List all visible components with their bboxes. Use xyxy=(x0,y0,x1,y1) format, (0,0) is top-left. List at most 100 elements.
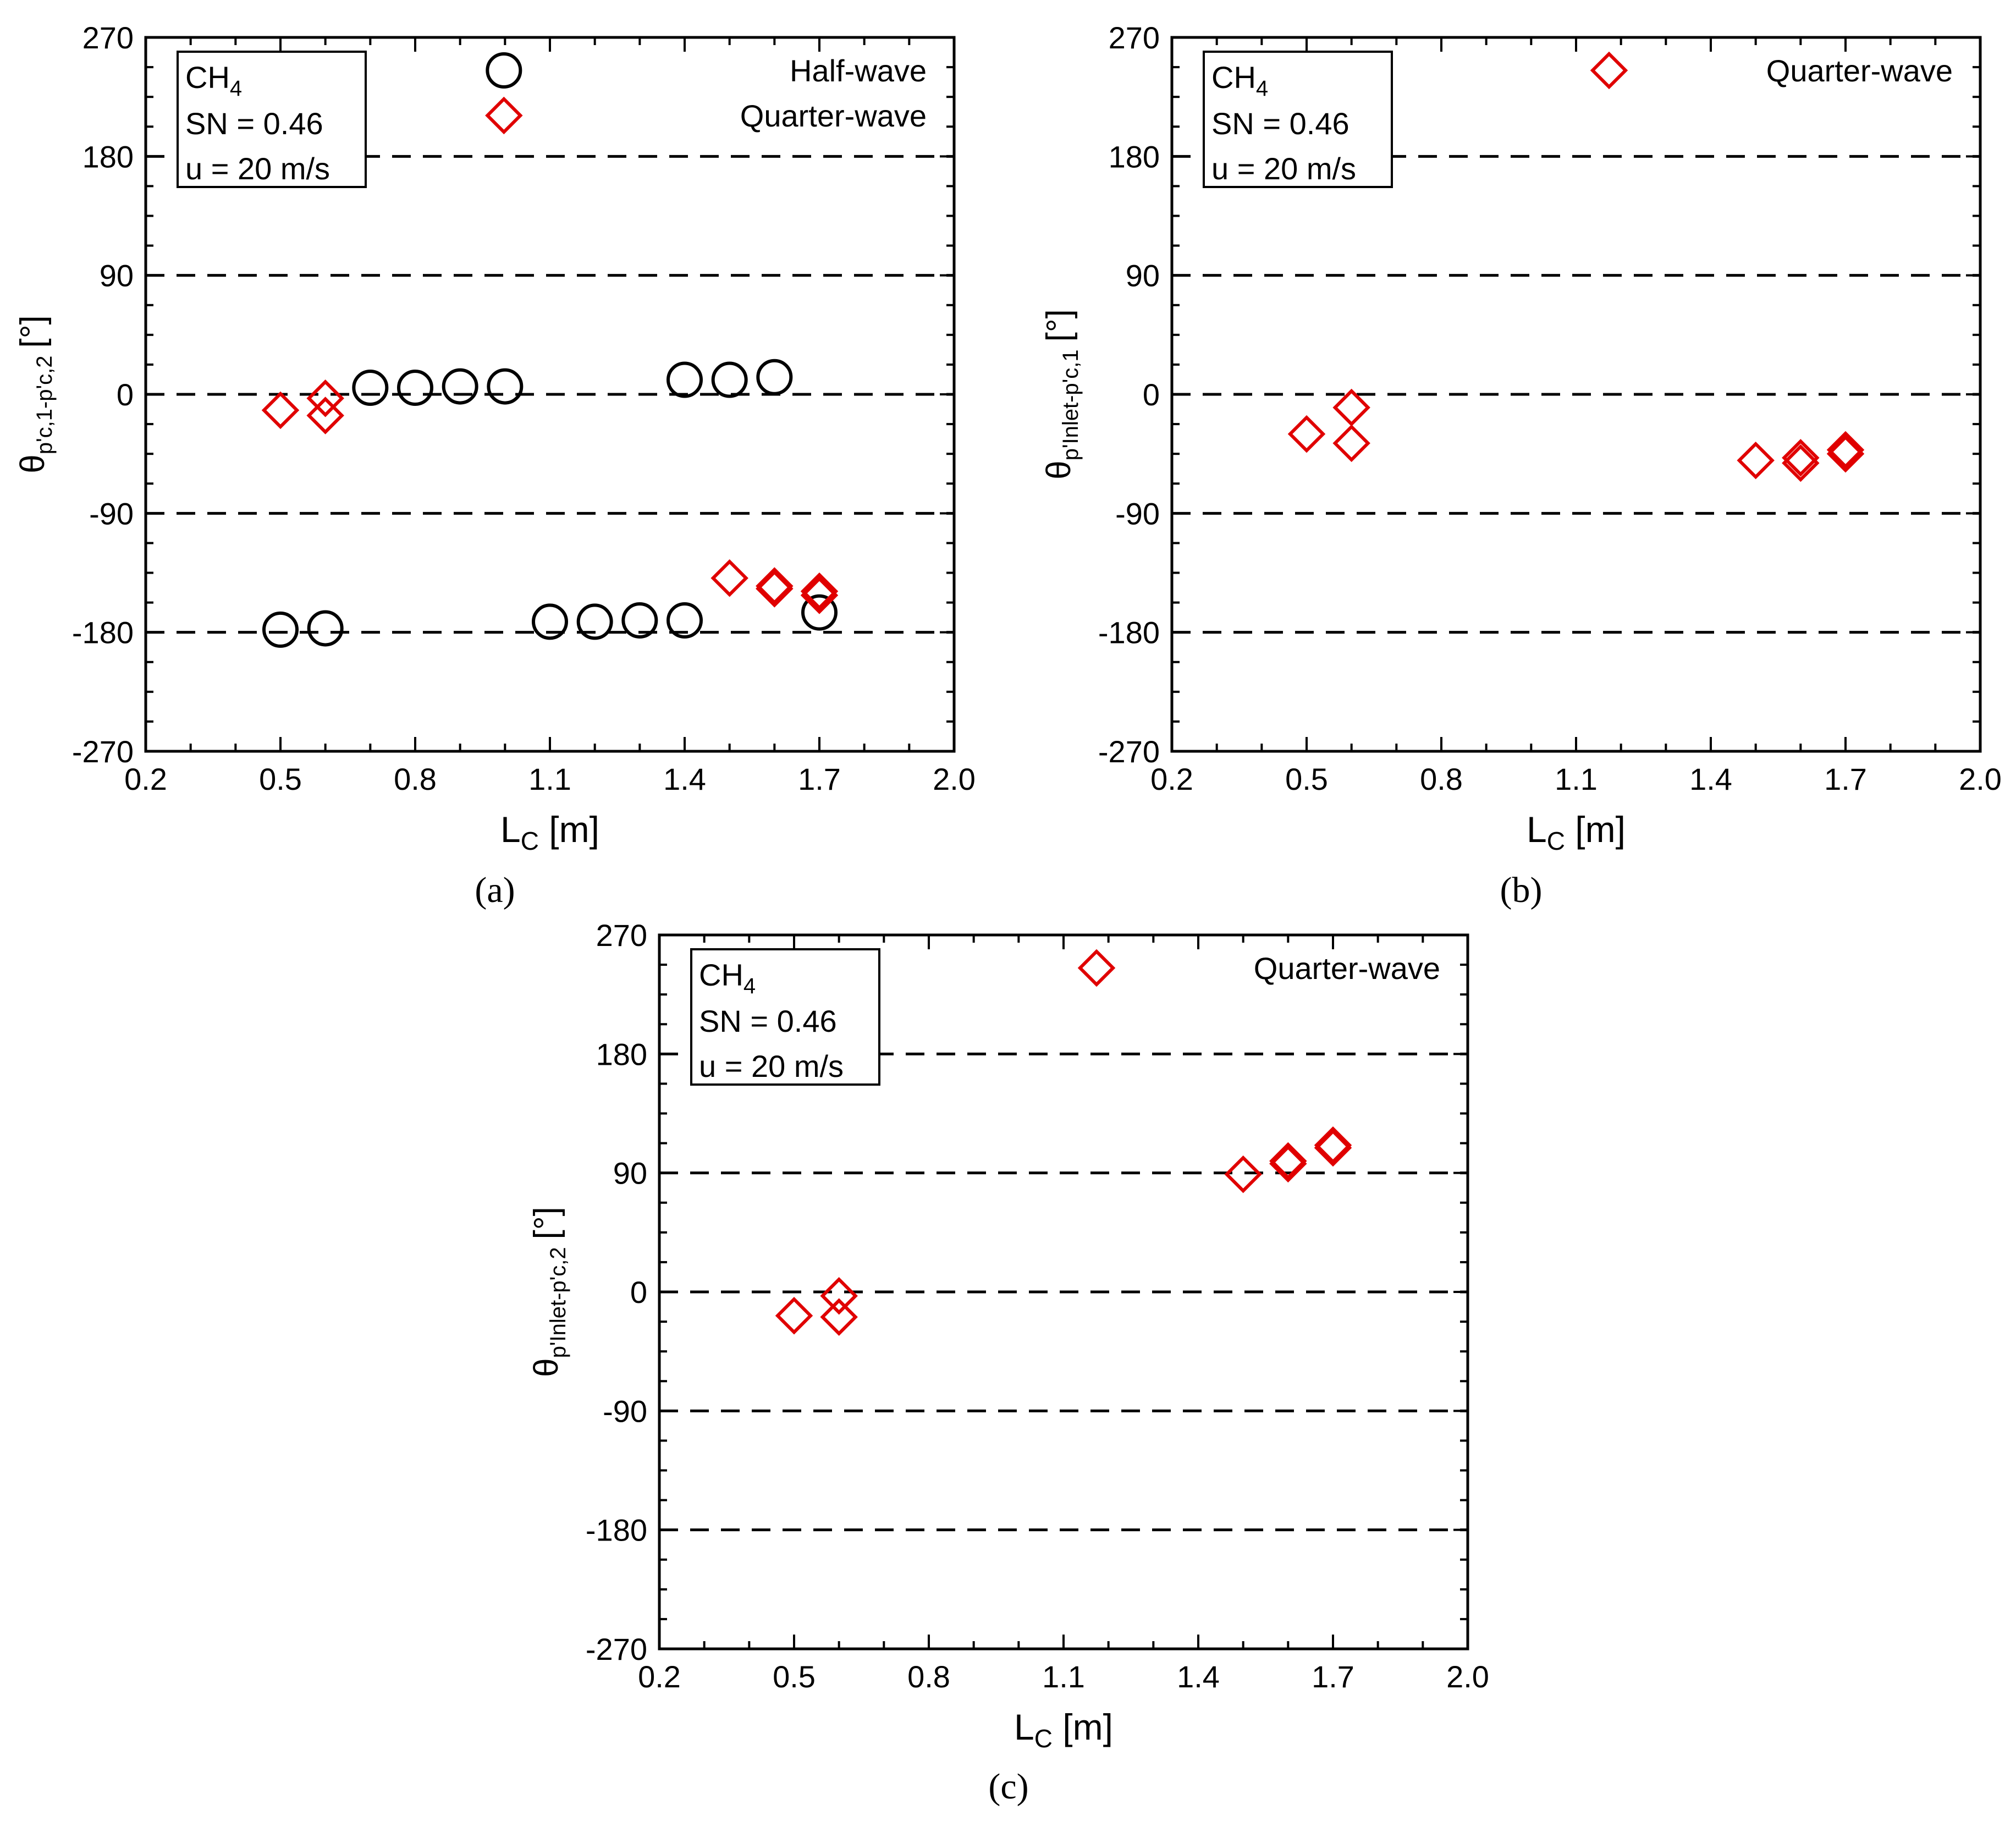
y-tick-label: -180 xyxy=(72,615,134,650)
data-point-quarter-wave xyxy=(1269,1142,1307,1180)
legend-label: Half-wave xyxy=(790,53,927,88)
info-box-fuel-main: CH xyxy=(1211,60,1256,95)
info-box xyxy=(690,948,880,1086)
chart-panel-c: 0.2 0.5 0.8 1.1 1.4 1.7 2.0 270 180 90 0 -90 -180 -27… xyxy=(527,918,1489,1753)
info-box-sn: SN = 0.46 xyxy=(185,106,323,141)
y-tick-label: 270 xyxy=(82,20,134,55)
data-point-quarter-wave xyxy=(261,391,300,430)
info-box-fuel-main: CH xyxy=(185,60,230,95)
info-box-fuel-main: CH xyxy=(699,958,743,992)
y-axis-label-unit: [°] xyxy=(1040,309,1078,342)
y-tick-label: 0 xyxy=(630,1275,647,1310)
data-point-half-wave xyxy=(801,594,838,631)
data-point-quarter-wave xyxy=(820,1298,858,1336)
data-point-half-wave xyxy=(487,368,524,405)
data-point-quarter-wave xyxy=(1737,441,1775,480)
legend-marker-diamond xyxy=(1590,51,1628,90)
data-point-quarter-wave xyxy=(306,379,344,417)
y-tick-label: 0 xyxy=(1143,377,1160,412)
y-tick-label: -180 xyxy=(1098,615,1160,650)
info-box xyxy=(1203,51,1393,188)
panel-label: (a) xyxy=(475,870,515,910)
data-point-quarter-wave xyxy=(1314,1126,1352,1164)
y-tick-label: 90 xyxy=(100,258,134,293)
x-tick-label: 1.4 xyxy=(1177,1659,1220,1694)
data-point-quarter-wave xyxy=(820,1277,858,1315)
y-tick-label: 180 xyxy=(82,139,134,174)
legend-label: Quarter-wave xyxy=(1766,53,1953,88)
x-tick-label: 0.8 xyxy=(907,1659,950,1694)
x-axis-label-sub: C xyxy=(1547,827,1565,855)
data-point-quarter-wave xyxy=(1332,424,1370,463)
x-axis-label-unit: [m] xyxy=(1053,1707,1113,1747)
x-tick-label: 0.5 xyxy=(259,762,302,796)
data-point-quarter-wave xyxy=(1782,439,1820,477)
x-axis-label-sub: C xyxy=(1034,1724,1053,1753)
legend-marker-circle xyxy=(486,52,522,89)
data-point-quarter-wave xyxy=(775,1297,813,1335)
x-tick-label: 1.7 xyxy=(1824,762,1867,796)
y-tick-label: 270 xyxy=(596,918,647,953)
legend-label: Quarter-wave xyxy=(1254,951,1440,986)
info-box-sn: SN = 0.46 xyxy=(1211,106,1349,141)
data-point-half-wave xyxy=(307,610,344,647)
x-tick-label: 2.0 xyxy=(1446,1659,1489,1694)
legend-marker-diamond xyxy=(1077,949,1116,987)
chart-panel-a: 0.2 0.5 0.8 1.1 1.4 1.7 2.0 270 180 90 0 -90 -180 -27… xyxy=(14,20,976,855)
y-axis-label-main: θ xyxy=(14,454,52,473)
x-tick-label: 1.7 xyxy=(798,762,841,796)
y-tick-label: 180 xyxy=(1109,139,1160,174)
data-point-quarter-wave xyxy=(306,397,344,434)
legend-marker-diamond xyxy=(485,96,523,135)
data-point-quarter-wave xyxy=(710,559,748,597)
data-point-quarter-wave xyxy=(1826,431,1865,469)
info-box-fuel: CH4 xyxy=(1211,60,1268,101)
data-point-quarter-wave xyxy=(756,570,794,608)
panel-label: (b) xyxy=(1500,870,1543,910)
data-point-quarter-wave xyxy=(1314,1129,1352,1167)
series-quarter-wave xyxy=(261,379,839,614)
info-box-fuel-sub: 4 xyxy=(1256,76,1268,101)
y-axis-label: θp'c,1-p'c,2 [°] xyxy=(14,315,57,474)
data-point-half-wave xyxy=(756,359,793,395)
y-tick-label: -90 xyxy=(89,496,134,531)
x-tick-label: 0.5 xyxy=(773,1659,816,1694)
x-tick-label: 0.8 xyxy=(394,762,437,796)
x-tick-label: 1.1 xyxy=(1555,762,1598,796)
legend-entry: Quarter-wave xyxy=(485,96,927,135)
x-axis-label-sub: C xyxy=(521,827,539,855)
info-box-fuel-sub: 4 xyxy=(230,76,242,101)
info-box-sn: SN = 0.46 xyxy=(699,1004,837,1038)
y-axis-label-main: θ xyxy=(527,1358,565,1377)
y-tick-label: -270 xyxy=(1098,734,1160,769)
x-tick-label: 0.2 xyxy=(638,1659,681,1694)
plot-frame xyxy=(658,933,1469,1651)
y-axis-label-sub: p'c,1-p'c,2 xyxy=(32,355,57,454)
x-tick-label: 2.0 xyxy=(933,762,976,796)
data-point-quarter-wave xyxy=(800,572,839,610)
y-axis-label-unit: [°] xyxy=(527,1207,565,1239)
y-tick-label: -180 xyxy=(586,1513,647,1548)
data-point-half-wave xyxy=(442,368,478,405)
x-tick-label: 1.7 xyxy=(1312,1659,1354,1694)
data-point-half-wave xyxy=(397,369,433,406)
data-point-quarter-wave xyxy=(1224,1155,1262,1193)
legend-entry: Quarter-wave xyxy=(1590,51,1953,90)
y-tick-label: -90 xyxy=(1115,496,1160,531)
panel-label: (c) xyxy=(988,1767,1028,1807)
x-tick-label: 0.2 xyxy=(124,762,167,796)
data-point-quarter-wave xyxy=(1826,434,1865,473)
data-point-quarter-wave xyxy=(1287,415,1326,453)
x-tick-label: 1.1 xyxy=(528,762,571,796)
data-point-quarter-wave xyxy=(1782,444,1820,482)
x-axis-label-main: L xyxy=(1527,809,1547,850)
y-tick-label: 180 xyxy=(596,1037,647,1071)
x-axis-label-main: L xyxy=(1014,1707,1034,1747)
data-point-half-wave xyxy=(621,602,658,639)
y-tick-label: -90 xyxy=(603,1394,647,1428)
data-point-half-wave xyxy=(352,369,389,406)
x-axis-label-unit: [m] xyxy=(539,809,599,850)
data-point-quarter-wave xyxy=(1332,388,1370,427)
y-tick-label: 270 xyxy=(1109,20,1160,55)
